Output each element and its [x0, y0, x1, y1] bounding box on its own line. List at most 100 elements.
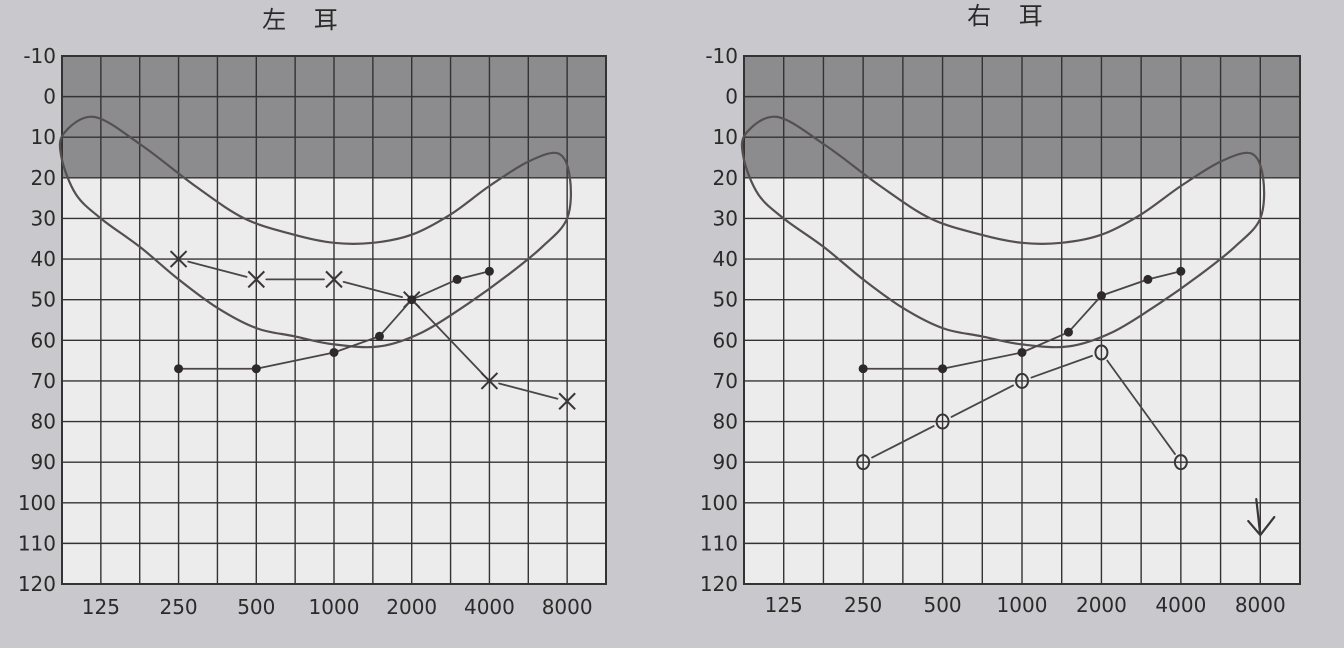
data-point-x: [325, 270, 343, 289]
y-tick-label: 110: [18, 531, 56, 555]
y-tick-label: 120: [18, 572, 56, 596]
y-tick-label: 60: [713, 328, 738, 352]
x-tick-label: 250: [844, 593, 882, 617]
data-point-x: [247, 270, 265, 289]
chart-title: 右 耳: [967, 2, 1053, 30]
x-tick-label: 125: [765, 593, 803, 617]
data-point-dot: [938, 364, 948, 374]
data-point-o: [1173, 454, 1188, 471]
series-segment: [456, 270, 491, 281]
y-tick-label: 80: [713, 410, 738, 434]
series-segment: [941, 351, 1023, 370]
x-tick-label: 1000: [997, 593, 1048, 617]
data-point-dot: [374, 331, 384, 341]
series-x: [169, 250, 576, 410]
x-tick-label: 4000: [1155, 593, 1206, 617]
series-segment: [333, 335, 381, 354]
y-tick-label: -10: [705, 44, 738, 68]
y-tick-label: 0: [43, 85, 56, 109]
y-tick-label: 110: [700, 531, 738, 555]
y-tick-label: 90: [31, 450, 56, 474]
y-tick-label: 20: [31, 166, 56, 190]
y-tick-label: 120: [700, 572, 738, 596]
y-tick-label: 50: [713, 288, 738, 312]
y-tick-label: 80: [31, 410, 56, 434]
speech-banana-outline: [58, 115, 573, 349]
x-tick-label: 500: [237, 595, 275, 619]
series-segment: [950, 384, 1014, 418]
data-point-x: [558, 392, 576, 410]
x-tick-label: 8000: [1235, 593, 1286, 617]
y-tick-label: 40: [31, 247, 56, 271]
data-point-dot: [407, 295, 417, 305]
x-tick-label: 4000: [464, 595, 515, 619]
series-segment: [871, 425, 935, 459]
audiogram-right-ear: 右 耳 -10 0 10 20 30 40 50 60 70 80 90 100 110 120 125 25…: [700, 2, 1301, 617]
y-tick-label: 30: [31, 206, 56, 230]
data-point-dot: [452, 274, 462, 284]
x-tick-label: 125: [82, 595, 120, 619]
series-segment: [410, 278, 459, 301]
series-segment: [498, 382, 559, 400]
speech-banana-outline: [740, 115, 1266, 349]
x-tick-label: 2000: [1076, 593, 1127, 617]
series-segment: [1106, 359, 1176, 455]
data-point-dot: [251, 364, 261, 374]
series-segment: [1021, 331, 1070, 354]
plot-frame: [743, 55, 1301, 585]
series-segment: [1030, 354, 1093, 379]
series-segment: [255, 351, 335, 370]
plot-frame: [61, 55, 607, 585]
series-segment: [1067, 294, 1103, 334]
y-tick-label: 100: [700, 491, 738, 515]
y-tick-label: 10: [31, 125, 56, 149]
y-tick-label: 100: [18, 491, 56, 515]
series-o: [856, 344, 1188, 471]
y-tick-label: 70: [713, 369, 738, 393]
series-segment: [187, 260, 248, 278]
series-dot: [858, 266, 1186, 374]
x-tick-label: 500: [923, 593, 961, 617]
series-segment: [342, 281, 403, 299]
data-point-dot: [1176, 266, 1186, 276]
y-tick-label: 50: [31, 288, 56, 312]
data-point-dot: [858, 364, 868, 374]
no-response-arrow-icon: [1247, 497, 1276, 537]
audiogram-left-ear: 左 耳 -10 0 10 20 30 40 50 60 70 80 90 100 110 120 125 25…: [18, 6, 607, 619]
chart-title: 左 耳: [262, 6, 348, 34]
data-point-dot: [1017, 347, 1027, 357]
x-tick-label: 8000: [542, 595, 593, 619]
y-tick-label: 10: [713, 125, 738, 149]
x-tick-label: 250: [159, 595, 197, 619]
y-tick-label: 30: [713, 206, 738, 230]
plot-area: [61, 55, 607, 585]
data-point-dot: [1143, 274, 1153, 284]
y-tick-label: -10: [23, 44, 56, 68]
data-point-dot: [329, 347, 339, 357]
y-tick-label: 70: [31, 369, 56, 393]
data-point-o: [1015, 372, 1029, 389]
x-tick-label: 2000: [386, 595, 437, 619]
data-point-o: [1094, 344, 1109, 361]
data-point-dot: [1063, 327, 1073, 337]
y-tick-label: 20: [713, 166, 738, 190]
data-point-o: [935, 413, 950, 430]
series-segment: [417, 306, 484, 375]
data-point-dot: [174, 364, 184, 374]
data-point-dot: [1096, 291, 1106, 301]
plot-area: [743, 55, 1301, 585]
y-tick-label: 90: [713, 450, 738, 474]
y-tick-label: 0: [725, 85, 738, 109]
series-segment: [1100, 278, 1149, 297]
data-point-x: [480, 372, 499, 390]
data-point-x: [169, 250, 188, 268]
data-point-o: [856, 454, 871, 471]
series-segment: [1146, 270, 1182, 281]
y-tick-label: 60: [31, 328, 56, 352]
data-point-dot: [484, 266, 494, 276]
x-tick-label: 1000: [309, 595, 360, 619]
series-dot: [174, 266, 494, 374]
series-segment: [378, 298, 413, 338]
y-tick-label: 40: [713, 247, 738, 271]
